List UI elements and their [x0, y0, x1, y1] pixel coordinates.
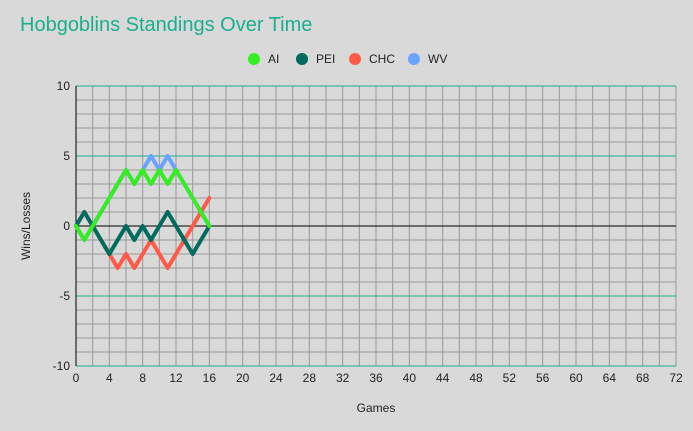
legend-label-chc: CHC — [369, 52, 395, 66]
series-line-pei — [74, 210, 212, 256]
x-tick-label: 68 — [636, 371, 650, 385]
y-tick-label: -5 — [59, 289, 70, 303]
y-tick-label: 5 — [63, 149, 70, 163]
legend-marker-pei — [296, 53, 308, 65]
x-tick-label: 8 — [139, 371, 146, 385]
y-tick-label: -10 — [53, 359, 71, 373]
x-tick-label: 52 — [503, 371, 517, 385]
series-line-ai — [74, 168, 212, 242]
x-tick-label: 72 — [669, 371, 683, 385]
x-tick-label: 64 — [603, 371, 617, 385]
x-tick-label: 40 — [403, 371, 417, 385]
x-tick-label: 48 — [469, 371, 483, 385]
x-tick-label: 28 — [303, 371, 317, 385]
legend-marker-chc — [349, 53, 361, 65]
legend-label-ai: AI — [268, 52, 279, 66]
x-tick-label: 12 — [169, 371, 183, 385]
x-tick-label: 56 — [536, 371, 550, 385]
chart-title: Hobgoblins Standings Over Time — [20, 14, 313, 36]
x-tick-label: 16 — [203, 371, 217, 385]
y-axis-label: Wins/Losses — [19, 192, 33, 260]
x-tick-label: 44 — [436, 371, 450, 385]
x-tick-label: 36 — [369, 371, 383, 385]
legend-marker-ai — [248, 53, 260, 65]
x-tick-label: 4 — [106, 371, 113, 385]
x-tick-label: 32 — [336, 371, 350, 385]
x-tick-label: 60 — [569, 371, 583, 385]
x-axis-label: Games — [357, 401, 396, 415]
legend-marker-wv — [408, 53, 420, 65]
y-tick-label: 0 — [63, 219, 70, 233]
x-tick-label: 24 — [269, 371, 283, 385]
legend-label-pei: PEI — [316, 52, 335, 66]
legend-label-wv: WV — [428, 52, 447, 66]
y-tick-label: 10 — [57, 79, 71, 93]
x-tick-label: 20 — [236, 371, 250, 385]
x-tick-label: 0 — [73, 371, 80, 385]
